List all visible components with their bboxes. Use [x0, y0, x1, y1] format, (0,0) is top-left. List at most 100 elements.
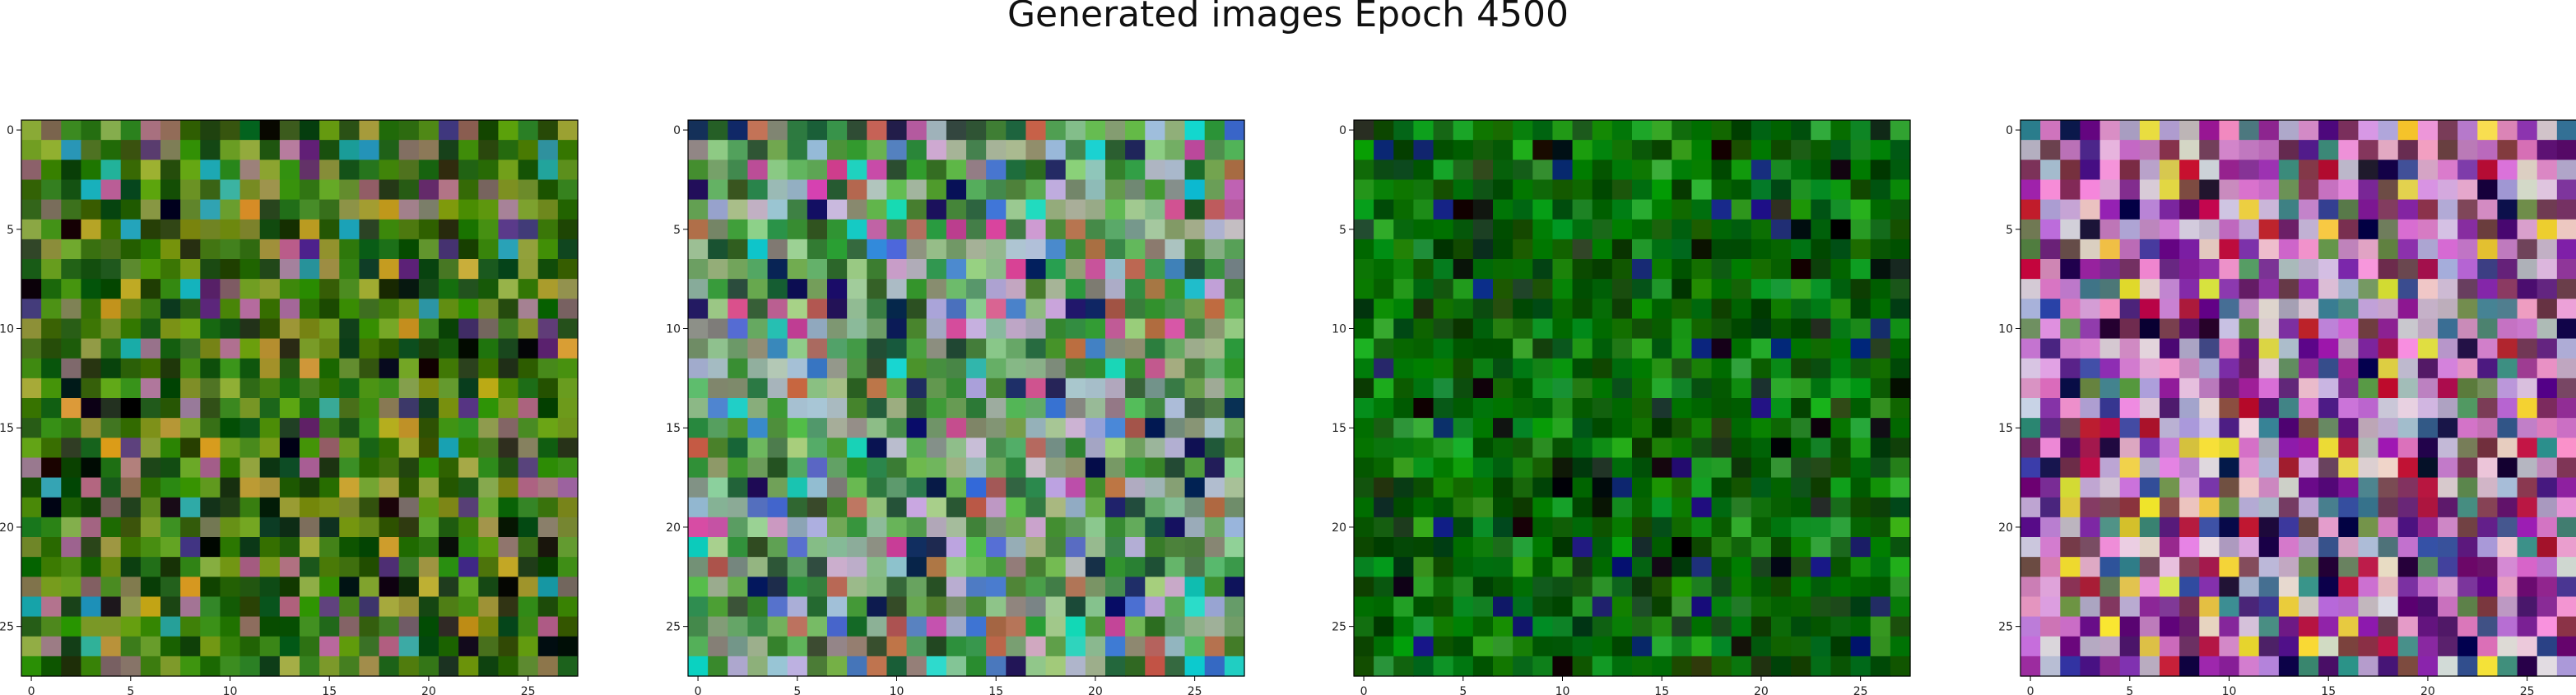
- pixel-cell: [1433, 160, 1454, 181]
- pixel-cell: [300, 378, 320, 399]
- pixel-cell: [21, 120, 42, 141]
- pixel-cell: [41, 616, 62, 637]
- pixel-cell: [2497, 557, 2518, 577]
- pixel-cell: [2397, 398, 2419, 419]
- pixel-cell: [239, 596, 261, 618]
- pixel-cell: [2278, 259, 2299, 280]
- pixel-cell: [21, 596, 42, 618]
- pixel-cell: [1224, 160, 1245, 181]
- pixel-cell: [1611, 577, 1633, 598]
- pixel-cell: [2119, 160, 2141, 181]
- pixel-cell: [439, 497, 459, 518]
- pixel-cell: [2160, 398, 2180, 419]
- pixel-cell: [239, 457, 261, 479]
- pixel-cell: [200, 338, 221, 359]
- pixel-cell: [1850, 358, 1872, 379]
- pixel-cell: [886, 219, 908, 240]
- pixel-cell: [1652, 596, 1672, 618]
- pixel-cell: [1771, 299, 1792, 320]
- pixel-cell: [2417, 517, 2439, 538]
- pixel-cell: [2080, 636, 2101, 657]
- pixel-cell: [1224, 457, 1245, 479]
- pixel-cell: [2139, 616, 2160, 637]
- y-tick-label: 25: [666, 621, 681, 634]
- pixel-cell: [1811, 199, 1832, 220]
- pixel-cell: [2556, 457, 2576, 479]
- pixel-cell: [2099, 318, 2121, 340]
- pixel-cell: [1045, 259, 1067, 280]
- pixel-cell: [2040, 398, 2061, 419]
- pixel-cell: [518, 596, 539, 618]
- pixel-cell: [160, 259, 181, 280]
- pixel-cell: [728, 577, 749, 598]
- pixel-cell: [120, 457, 142, 479]
- pixel-cell: [537, 219, 559, 240]
- pixel-cell: [1393, 318, 1415, 340]
- pixel-cell: [2119, 636, 2141, 657]
- pixel-cell: [708, 636, 728, 657]
- pixel-cell: [946, 338, 967, 359]
- pixel-cell: [1731, 438, 1752, 459]
- pixel-cell: [2080, 557, 2101, 577]
- pixel-cell: [1751, 239, 1772, 260]
- pixel-cell: [2160, 358, 2180, 379]
- y-tick-label: 25: [1998, 621, 2013, 634]
- pixel-cell: [220, 418, 241, 438]
- pixel-cell: [1184, 378, 1206, 399]
- pixel-cell: [1691, 338, 1713, 359]
- pixel-cell: [1611, 120, 1633, 141]
- pixel-cell: [807, 636, 828, 657]
- pixel-cell: [1025, 477, 1047, 498]
- pixel-cell: [1165, 477, 1186, 498]
- pixel-cell: [2477, 557, 2499, 577]
- pixel-cell: [1105, 517, 1126, 538]
- pixel-cell: [827, 140, 848, 160]
- pixel-cell: [518, 616, 539, 637]
- pixel-cell: [259, 656, 281, 677]
- pixel-cell: [1413, 636, 1434, 657]
- pixel-cell: [81, 279, 102, 299]
- pixel-cell: [2438, 358, 2458, 379]
- pixel-cell: [319, 616, 340, 637]
- pixel-cell: [2278, 616, 2299, 637]
- pixel-cell: [2457, 378, 2478, 399]
- pixel-cell: [2099, 398, 2121, 419]
- pixel-cell: [986, 537, 1007, 558]
- pixel-cell: [1184, 160, 1206, 181]
- pixel-cell: [1791, 120, 1811, 141]
- pixel-cell: [458, 318, 479, 340]
- pixel-cell: [2378, 318, 2399, 340]
- pixel-cell: [728, 239, 749, 260]
- pixel-cell: [2536, 160, 2558, 181]
- pixel-cell: [807, 497, 828, 518]
- pixel-cell: [2338, 259, 2360, 280]
- pixel-cell: [1592, 636, 1613, 657]
- pixel-cell: [1751, 636, 1772, 657]
- pixel-cell: [279, 160, 300, 181]
- pixel-cell: [120, 378, 142, 399]
- pixel-cell: [2099, 636, 2121, 657]
- pixel-cell: [1672, 120, 1693, 141]
- pixel-cell: [787, 219, 808, 240]
- pixel-cell: [2199, 616, 2220, 637]
- pixel-cell: [498, 199, 519, 220]
- pixel-cell: [1731, 616, 1752, 637]
- pixel-cell: [2139, 338, 2160, 359]
- pixel-cell: [1045, 160, 1067, 181]
- pixel-cell: [926, 378, 947, 399]
- pixel-cell: [200, 120, 221, 141]
- pixel-cell: [319, 378, 340, 399]
- pixel-cell: [906, 438, 928, 459]
- pixel-cell: [239, 537, 261, 558]
- pixel-cell: [140, 338, 161, 359]
- pixel-cell: [1592, 477, 1613, 498]
- pixel-cell: [1691, 378, 1713, 399]
- pixel-cell: [81, 557, 102, 577]
- pixel-cell: [847, 497, 867, 518]
- pixel-cell: [2219, 656, 2240, 677]
- pixel-cell: [2556, 259, 2576, 280]
- pixel-cell: [1125, 457, 1146, 479]
- pixel-cell: [1065, 438, 1086, 459]
- pixel-cell: [259, 120, 281, 141]
- pixel-cell: [1771, 656, 1792, 677]
